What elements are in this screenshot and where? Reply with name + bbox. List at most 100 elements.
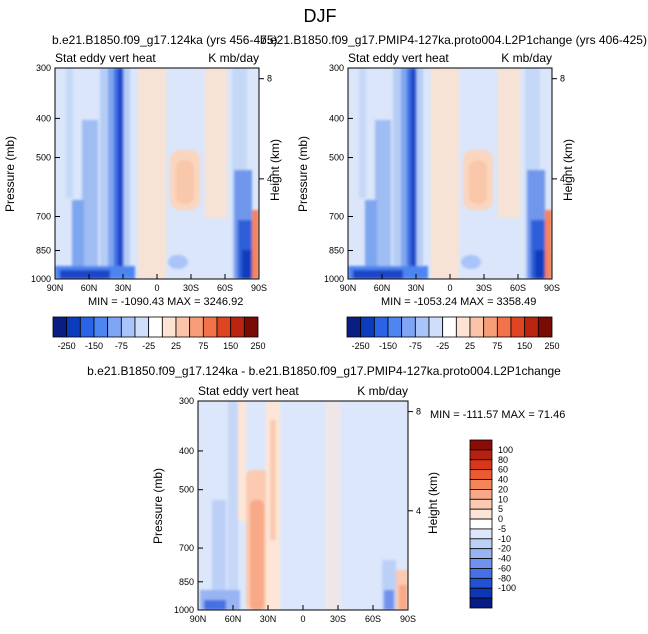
panel-3-colorbar-label: 10 [498, 494, 508, 504]
panel-3: b.e21.B1850.f09_g17.124ka - b.e21.B1850.… [87, 364, 565, 624]
panel-1-y-tick-label: 500 [36, 153, 51, 163]
panel-3-minmax: MIN = -111.57 MAX = 71.46 [430, 409, 565, 421]
panel-2-x-tick-label: 30S [476, 283, 492, 293]
panel-3-colorbar-label: -60 [498, 563, 511, 573]
panel-3-x-tick-label: 60N [225, 614, 242, 624]
panel-1-colorbar-label: 250 [250, 341, 265, 351]
panel-2: b.e21.B1850.f09_g17.PMIP4-127ka.proto004… [260, 33, 647, 351]
panel-2-variable-label: Stat eddy vert heat [348, 51, 449, 65]
panel-3-x-tick-label: 90S [400, 614, 416, 624]
panel-1-x-tick-label: 30N [115, 283, 132, 293]
panel-1-y-tick-label: 300 [36, 63, 51, 73]
panel-1-y-tick-label: 850 [36, 246, 51, 256]
panel-2-colorbar-swatch [360, 316, 375, 338]
panel-1-right-tick-label: 4 [267, 174, 272, 184]
panel-2-colorbar-label: 75 [492, 341, 502, 351]
panel-3-colorbar-swatch [469, 479, 493, 490]
panel-2-colorbar-swatch [483, 316, 498, 338]
panel-1-colorbar-swatch [93, 316, 109, 338]
panel-3-colorbar-swatch [469, 498, 493, 510]
panel-3-contour-field [198, 401, 408, 610]
panel-3-colorbar-swatch [469, 587, 493, 599]
panel-3-colorbar-label: -100 [498, 583, 516, 593]
panel-2-colorbar-label: 150 [517, 341, 532, 351]
panel-3-colorbar-swatch [469, 577, 493, 589]
panel-3-colorbar-swatch [469, 469, 493, 480]
panel-2-colorbar-swatch [373, 316, 389, 338]
panel-3-colorbar-swatch [469, 459, 493, 471]
panel-1-colorbar-swatch [230, 316, 245, 338]
panel-1-x-tick-label: 90S [251, 283, 267, 293]
panel-1-colorbar-swatch [66, 316, 81, 338]
panel-2-y-axis-right-label: Height (km) [561, 139, 575, 201]
panel-1-minmax: MIN = -1090.43 MAX = 3246.92 [88, 296, 243, 308]
panel-3-colorbar-swatch [469, 439, 493, 451]
panel-3-y-tick-label: 300 [179, 396, 194, 406]
panel-3-colorbar-label: -80 [498, 573, 511, 583]
panel-3-colorbar-label: -10 [498, 534, 511, 544]
panel-3-colorbar-swatch [469, 518, 493, 530]
panel-1-colorbar-label: 75 [198, 341, 208, 351]
panel-1-y-tick-label: 1000 [31, 274, 51, 284]
panel-1-units-label: K mb/day [208, 51, 259, 65]
panel-2-y-tick-label: 700 [329, 211, 344, 221]
panel-2-colorbar-swatch [496, 316, 512, 338]
panel-1-y-axis-right-label: Height (km) [268, 139, 282, 201]
panel-1: b.e21.B1850.f09_g17.124ka (yrs 456-475) … [3, 33, 282, 351]
panel-3-x-tick-label: 30N [260, 614, 277, 624]
panel-3-colorbar-swatch [469, 528, 493, 540]
panel-3-colorbar-swatch [469, 538, 493, 550]
panel-1-x-tick-label: 90N [47, 283, 64, 293]
panel-3-colorbar-label: 100 [498, 445, 513, 455]
panel-1-right-tick-label: 8 [267, 74, 272, 84]
panel-2-x-tick-label: 90S [544, 283, 560, 293]
panel-3-title: b.e21.B1850.f09_g17.124ka - b.e21.B1850.… [87, 364, 561, 378]
panel-1-title: b.e21.B1850.f09_g17.124ka (yrs 456-475) [52, 33, 278, 47]
panel-1-colorbar-swatch [79, 316, 95, 338]
panel-2-x-tick-label: 60S [510, 283, 526, 293]
panel-2-y-tick-label: 400 [329, 113, 344, 123]
panel-2-units-label: K mb/day [501, 51, 552, 65]
panel-2-colorbar-swatch [414, 316, 430, 338]
panel-3-colorbar-label: -5 [498, 524, 506, 534]
panel-3-colorbar-label: 40 [498, 475, 508, 485]
panel-3-variable-label: Stat eddy vert heat [198, 384, 299, 398]
panel-1-colorbar-swatch [243, 316, 259, 338]
panel-1-colorbar-label: 150 [223, 341, 238, 351]
panel-2-contour-field [348, 68, 552, 279]
panel-3-colorbar-label: -40 [498, 554, 511, 564]
panel-1-variable-label: Stat eddy vert heat [55, 51, 156, 65]
panel-3-y-tick-label: 700 [179, 543, 194, 553]
panel-3-colorbar-swatch [469, 548, 493, 559]
panel-2-colorbar-label: -250 [352, 341, 370, 351]
panel-2-y-tick-label: 500 [329, 153, 344, 163]
panel-1-colorbar-swatch [107, 316, 122, 338]
panel-3-colorbar-label: 5 [498, 504, 503, 514]
panel-2-colorbar-swatch [537, 316, 553, 338]
panel-3-units-label: K mb/day [357, 384, 408, 398]
panel-3-y-tick-label: 850 [179, 577, 194, 587]
panel-3-y-tick-label: 1000 [174, 605, 194, 615]
panel-2-x-tick-label: 30N [408, 283, 425, 293]
panel-3-x-tick-label: 90N [190, 614, 207, 624]
panel-2-right-tick-label: 8 [560, 74, 565, 84]
panel-2-colorbar-label: -25 [436, 341, 449, 351]
panel-3-right-tick-label: 4 [416, 506, 421, 516]
panel-1-x-tick-label: 60N [81, 283, 98, 293]
panel-2-y-axis-label: Pressure (mb) [296, 136, 310, 212]
page-title: DJF [304, 6, 337, 26]
panel-3-colorbar-label: 20 [498, 484, 508, 494]
panel-2-colorbar-swatch [455, 316, 471, 338]
panel-3-colorbar-swatch [469, 568, 493, 579]
panel-3-colorbar-label: 60 [498, 465, 508, 475]
panel-2-colorbar-swatch [387, 316, 403, 338]
panel-2-colorbar-swatch [346, 316, 362, 338]
panel-2-colorbar-swatch [401, 316, 416, 338]
panel-2-x-tick-label: 90N [340, 283, 357, 293]
panel-2-colorbar-swatch [469, 316, 485, 338]
panel-1-y-tick-label: 700 [36, 211, 51, 221]
panel-3-colorbar-swatch [469, 508, 493, 520]
panel-3-colorbar-label: -20 [498, 544, 511, 554]
panel-3-colorbar-swatch [469, 449, 493, 461]
